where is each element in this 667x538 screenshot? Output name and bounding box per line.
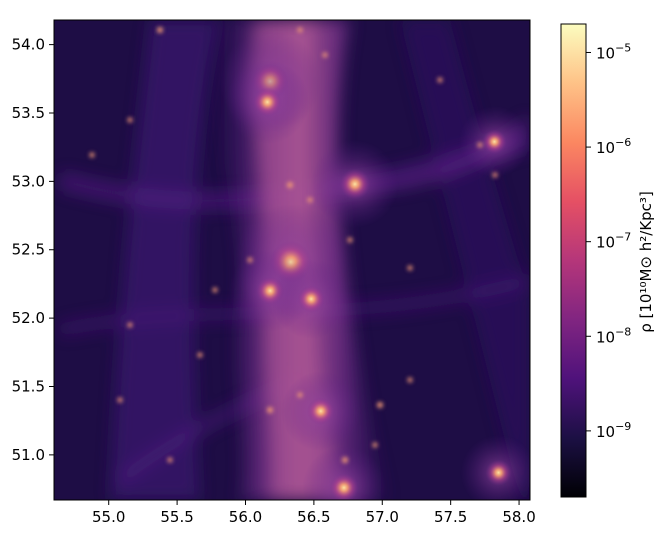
x-tick-label: 58.0 (502, 508, 535, 526)
y-tick-label: 53.5 (12, 104, 45, 122)
y-tick-label: 53.0 (12, 172, 45, 190)
density-peaks (219, 30, 530, 500)
density-peak-glow (301, 445, 386, 500)
x-tick-label: 55.5 (160, 508, 193, 526)
density-peak (297, 285, 325, 313)
x-tick-label: 55.0 (92, 508, 125, 526)
density-peak (252, 87, 282, 117)
x-tick-label: 56.5 (297, 508, 330, 526)
x-tick-label: 56.0 (229, 508, 262, 526)
colorbar: 10−9 10−8 10−7 10−6 10−5 ρ [10¹⁰M⊙ h²/Kpc³] (560, 23, 655, 498)
colorbar-tick-label: 10−8 (596, 325, 631, 346)
y-tick-label: 51.0 (12, 446, 45, 464)
y-tick-label: 51.5 (12, 377, 45, 395)
y-tick-label: 52.5 (12, 241, 45, 259)
y-tick-label: 52.0 (12, 309, 45, 327)
colorbar-tick-label: 10−9 (596, 420, 631, 441)
density-peak (482, 129, 507, 154)
y-tick-label: 54.0 (12, 36, 45, 54)
substructure-points (89, 27, 498, 463)
x-tick-label: 57.5 (434, 508, 467, 526)
colorbar-tick-label: 10−6 (596, 136, 631, 157)
x-tick-label: 57.0 (366, 508, 399, 526)
colorbar-gradient (560, 23, 587, 498)
density-peak (329, 473, 359, 500)
x-axis: 55.0 55.5 56.0 56.5 57.0 57.5 58.0 (92, 500, 536, 526)
density-peak (306, 397, 335, 425)
colorbar-tick-label: 10−7 (596, 231, 631, 252)
colorbar-label: ρ [10¹⁰M⊙ h²/Kpc³] (637, 191, 655, 333)
plot-frame (53, 19, 531, 501)
colorbar-tick-label: 10−5 (596, 41, 631, 62)
density-peak (485, 459, 512, 486)
colorbar-ticks: 10−9 10−8 10−7 10−6 10−5 (586, 41, 631, 441)
density-peak (339, 168, 371, 200)
y-axis: 51.0 51.5 52.0 52.5 53.0 53.5 54.0 (12, 36, 54, 464)
density-heatmap (54, 20, 530, 500)
